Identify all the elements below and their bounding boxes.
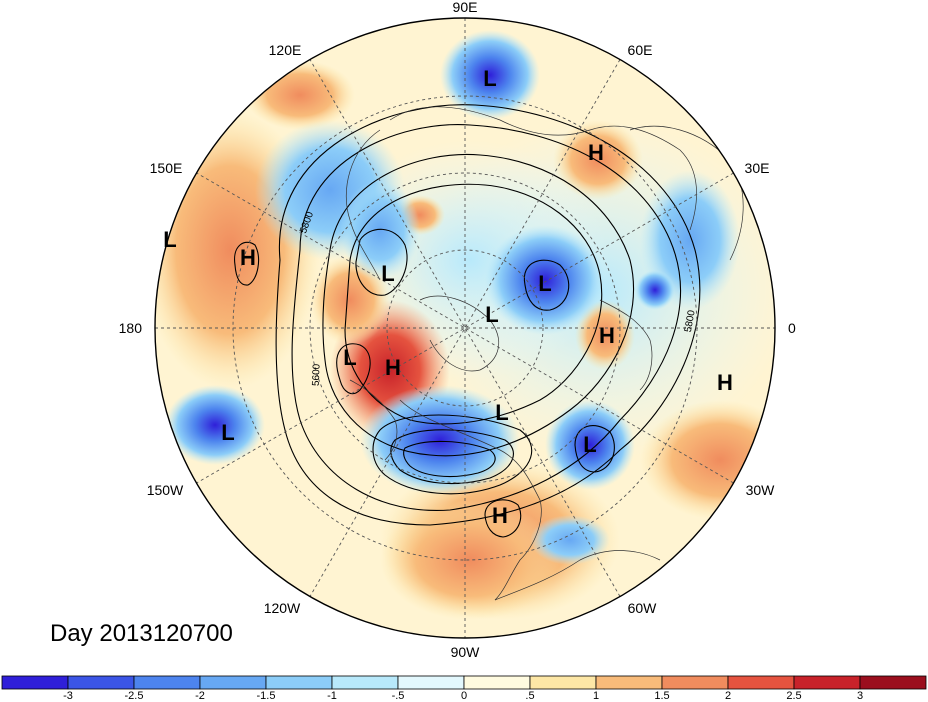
lon-label-90w: 90W [451, 644, 481, 660]
low-marker: L [485, 302, 498, 327]
colorbar-tick-label: 1 [593, 690, 599, 702]
colorbar-tick-label: -.5 [392, 690, 405, 702]
lon-label-150w: 150W [147, 482, 184, 498]
colorbar-swatch [859, 675, 927, 690]
colorbar-swatch [199, 675, 267, 690]
lon-label-30e: 30E [745, 160, 770, 176]
colorbar-swatch [793, 675, 861, 690]
colorbar-tick-label: 2 [725, 690, 731, 702]
height-contours [234, 104, 701, 538]
lon-label-60w: 60W [628, 600, 658, 616]
colorbar-tick-label: 0 [461, 690, 467, 702]
low-marker: L [495, 400, 508, 425]
colorbar-swatch [529, 675, 597, 690]
longitude-labels: 90E 60E 30E 0 30W 60W 90W 120W 150W 180 … [119, 0, 796, 660]
colorbar-tick-label: .5 [525, 690, 534, 702]
colorbar-swatch [397, 675, 465, 690]
lon-label-90e: 90E [453, 0, 478, 15]
low-marker: L [583, 432, 596, 457]
colorbar-swatch [463, 675, 531, 690]
high-marker: H [492, 503, 508, 528]
high-marker: H [717, 370, 733, 395]
lon-label-60e: 60E [628, 42, 653, 58]
lon-label-180: 180 [119, 320, 143, 336]
graticule [155, 18, 775, 638]
low-marker: L [343, 345, 356, 370]
high-marker: H [240, 245, 256, 270]
colorbar-tick-label: 2.5 [786, 690, 801, 702]
colorbar-swatch [727, 675, 795, 690]
colorbar: -3 -2.5 -2 -1.5 -1 -.5 0 .5 1 1.5 2 2.5 3 [1, 675, 927, 702]
high-marker: H [588, 140, 604, 165]
lon-label-30w: 30W [746, 482, 776, 498]
contour-label-5800-east: 5800 [683, 309, 698, 333]
lon-label-120w: 120W [264, 600, 301, 616]
colorbar-tick-label: 3 [857, 690, 863, 702]
low-marker: L [538, 271, 551, 296]
low-marker: L [221, 420, 234, 445]
pressure-systems: L H L H L L L H L H L L H L H [163, 66, 733, 528]
colorbar-swatch [265, 675, 333, 690]
low-marker: L [483, 66, 496, 91]
colorbar-tick-label: -1.5 [257, 690, 276, 702]
low-marker: L [381, 261, 394, 286]
day-title: Day 2013120700 [50, 620, 233, 647]
colorbar-swatch [595, 675, 663, 690]
colorbar-swatch [1, 675, 69, 690]
coastlines [345, 106, 744, 601]
colorbar-tick-label: -1 [327, 690, 337, 702]
lon-label-0: 0 [788, 320, 796, 336]
contour-label-5600: 5600 [311, 363, 323, 386]
colorbar-swatch [133, 675, 201, 690]
colorbar-swatch [661, 675, 729, 690]
map-boundary [154, 17, 776, 639]
colorbar-tick-label: -3 [63, 690, 73, 702]
colorbar-tick-label: -2 [195, 690, 205, 702]
colorbar-tick-label: 1.5 [654, 690, 669, 702]
high-marker: H [385, 355, 401, 380]
colorbar-swatch [67, 675, 135, 690]
lon-label-150e: 150E [150, 160, 183, 176]
colorbar-tick-label: -2.5 [125, 690, 144, 702]
lon-label-120e: 120E [269, 42, 302, 58]
high-marker: H [599, 323, 615, 348]
low-marker: L [163, 227, 176, 252]
colorbar-swatch [331, 675, 399, 690]
